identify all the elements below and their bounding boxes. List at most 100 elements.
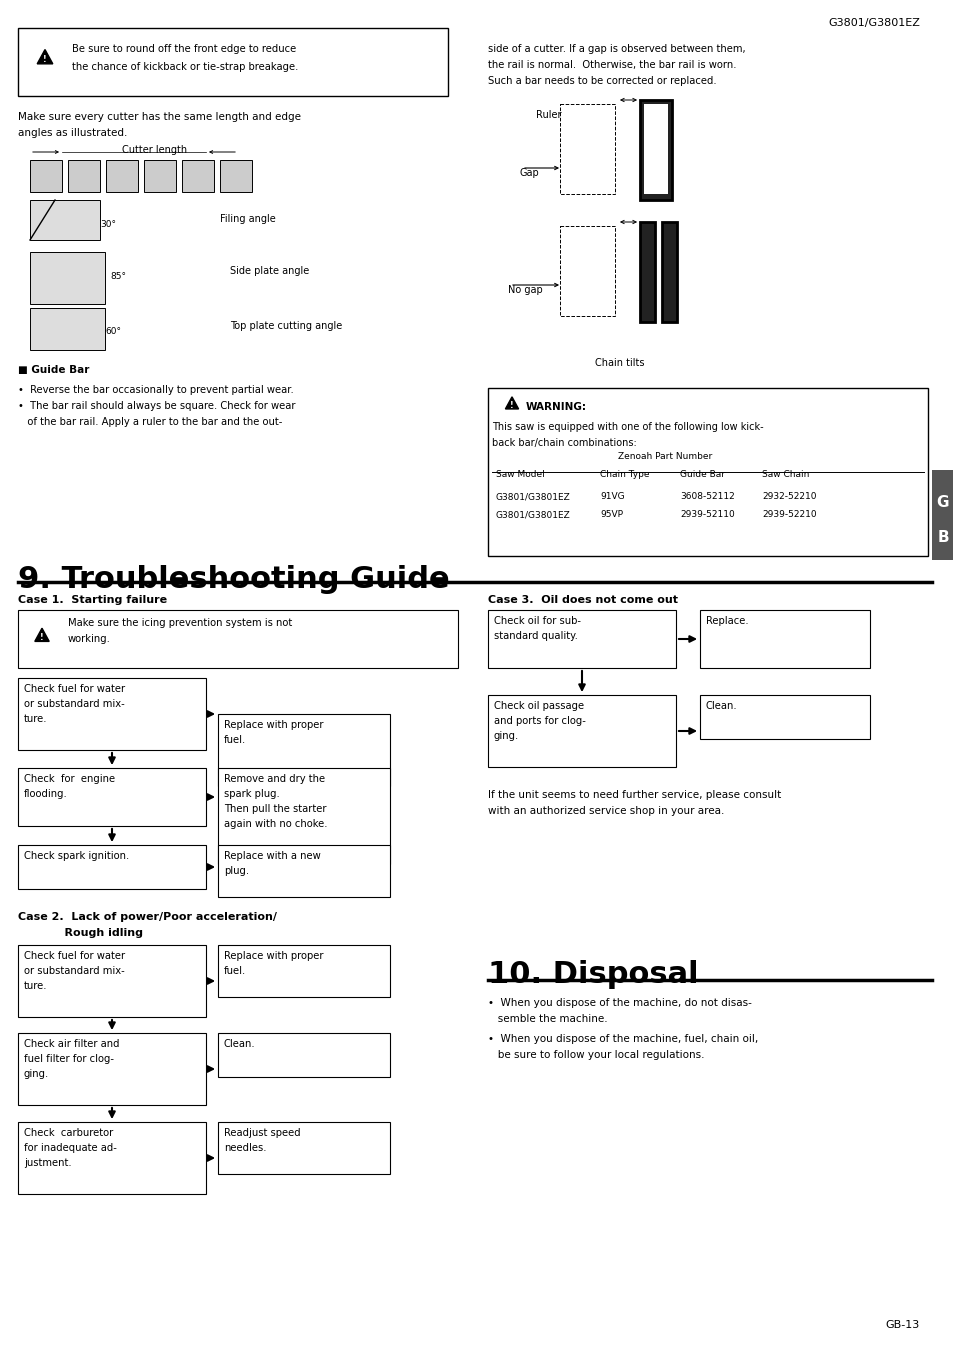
Text: Check oil passage: Check oil passage [494,701,583,710]
Text: Case 1.  Starting failure: Case 1. Starting failure [18,594,167,605]
Text: Saw Model: Saw Model [496,470,544,479]
Text: Check  for  engine: Check for engine [24,774,115,785]
Bar [68,160,100,191]
Text: 3608-52112: 3608-52112 [679,492,734,501]
Text: !: ! [40,634,44,642]
Text: fuel.: fuel. [224,967,246,976]
Text: Check air filter and: Check air filter and [24,1039,119,1049]
Text: ture.: ture. [24,981,48,991]
Text: Replace with proper: Replace with proper [224,720,323,731]
Text: G3801/G3801EZ: G3801/G3801EZ [496,492,570,501]
Text: 2939-52110: 2939-52110 [679,510,734,519]
Bar [218,768,390,864]
Text: Remove and dry the: Remove and dry the [224,774,325,785]
Text: !: ! [43,55,47,65]
Text: Make sure the icing prevention system is not: Make sure the icing prevention system is… [68,617,292,628]
Text: Check spark ignition.: Check spark ignition. [24,851,129,861]
Text: Top plate cutting angle: Top plate cutting angle [230,321,342,332]
Text: Be sure to round off the front edge to reduce: Be sure to round off the front edge to r… [71,44,296,54]
Bar [931,470,953,559]
Text: •  When you dispose of the machine, do not disas-: • When you dispose of the machine, do no… [488,998,751,1008]
Polygon shape [505,396,518,408]
Bar [559,104,615,194]
Text: ■ Guide Bar: ■ Guide Bar [18,365,90,375]
Bar [18,1122,206,1194]
Text: fuel filter for clog-: fuel filter for clog- [24,1054,113,1064]
Text: and ports for clog-: and ports for clog- [494,716,585,727]
Text: B: B [936,530,948,545]
Text: If the unit seems to need further service, please consult: If the unit seems to need further servic… [488,790,781,799]
Bar [700,696,869,739]
Text: Clean.: Clean. [224,1039,255,1049]
Text: G3801/G3801EZ: G3801/G3801EZ [496,510,570,519]
Text: Zenoah Part Number: Zenoah Part Number [618,452,712,461]
Bar [30,200,100,240]
Text: Make sure every cutter has the same length and edge: Make sure every cutter has the same leng… [18,112,301,123]
Bar [218,1122,390,1174]
Text: Replace with proper: Replace with proper [224,950,323,961]
Bar [220,160,252,191]
Bar [488,696,676,767]
Bar [18,611,457,669]
Polygon shape [37,50,52,63]
Text: Saw Chain: Saw Chain [761,470,808,479]
Text: Chain tilts: Chain tilts [595,359,644,368]
Text: This saw is equipped with one of the following low kick-: This saw is equipped with one of the fol… [492,422,762,431]
Text: Replace.: Replace. [705,616,748,625]
Text: Filing angle: Filing angle [220,214,275,224]
Text: 2932-52210: 2932-52210 [761,492,816,501]
Text: ging.: ging. [494,731,518,741]
Bar [218,714,390,786]
Text: •  When you dispose of the machine, fuel, chain oil,: • When you dispose of the machine, fuel,… [488,1034,758,1043]
Text: or substandard mix-: or substandard mix- [24,700,125,709]
Bar [182,160,213,191]
Bar [488,611,676,669]
Bar [639,100,671,200]
Text: Such a bar needs to be corrected or replaced.: Such a bar needs to be corrected or repl… [488,75,716,86]
Text: needles.: needles. [224,1143,266,1153]
Text: the rail is normal.  Otherwise, the bar rail is worn.: the rail is normal. Otherwise, the bar r… [488,61,736,70]
Bar [30,252,105,305]
Text: G3801/G3801EZ: G3801/G3801EZ [827,18,919,28]
Bar [218,845,390,896]
Text: 30°: 30° [100,220,116,229]
Text: of the bar rail. Apply a ruler to the bar and the out-: of the bar rail. Apply a ruler to the ba… [18,417,282,427]
Bar [643,104,667,194]
Text: plug.: plug. [224,865,249,876]
Text: Check fuel for water: Check fuel for water [24,950,125,961]
Text: 91VG: 91VG [599,492,624,501]
Text: ture.: ture. [24,714,48,724]
Text: WARNING:: WARNING: [525,402,586,412]
Text: or substandard mix-: or substandard mix- [24,967,125,976]
Text: the chance of kickback or tie-strap breakage.: the chance of kickback or tie-strap brea… [71,62,298,71]
Text: with an authorized service shop in your area.: with an authorized service shop in your … [488,806,723,816]
Text: 95VP: 95VP [599,510,622,519]
Text: working.: working. [68,634,111,644]
Bar [18,28,448,96]
Text: Check fuel for water: Check fuel for water [24,683,125,694]
Text: justment.: justment. [24,1158,71,1167]
Text: flooding.: flooding. [24,789,68,799]
Text: Clean.: Clean. [705,701,737,710]
Bar [18,768,206,826]
Bar [18,1033,206,1105]
Text: again with no choke.: again with no choke. [224,820,327,829]
Text: Check  carburetor: Check carburetor [24,1128,113,1138]
Text: •  The bar rail should always be square. Check for wear: • The bar rail should always be square. … [18,400,295,411]
Text: •  Reverse the bar occasionally to prevent partial wear.: • Reverse the bar occasionally to preven… [18,386,294,395]
Text: Rough idling: Rough idling [18,927,143,938]
Text: !: ! [510,400,514,410]
Bar [30,160,62,191]
Bar [30,307,105,350]
Text: 2939-52210: 2939-52210 [761,510,816,519]
Text: fuel.: fuel. [224,735,246,745]
Text: be sure to follow your local regulations.: be sure to follow your local regulations… [488,1050,703,1060]
Bar [144,160,175,191]
Text: for inadequate ad-: for inadequate ad- [24,1143,117,1153]
Bar [18,678,206,749]
Text: spark plug.: spark plug. [224,789,279,799]
Text: Then pull the starter: Then pull the starter [224,803,326,814]
Text: Replace with a new: Replace with a new [224,851,320,861]
Bar [559,226,615,315]
Bar [661,222,677,322]
